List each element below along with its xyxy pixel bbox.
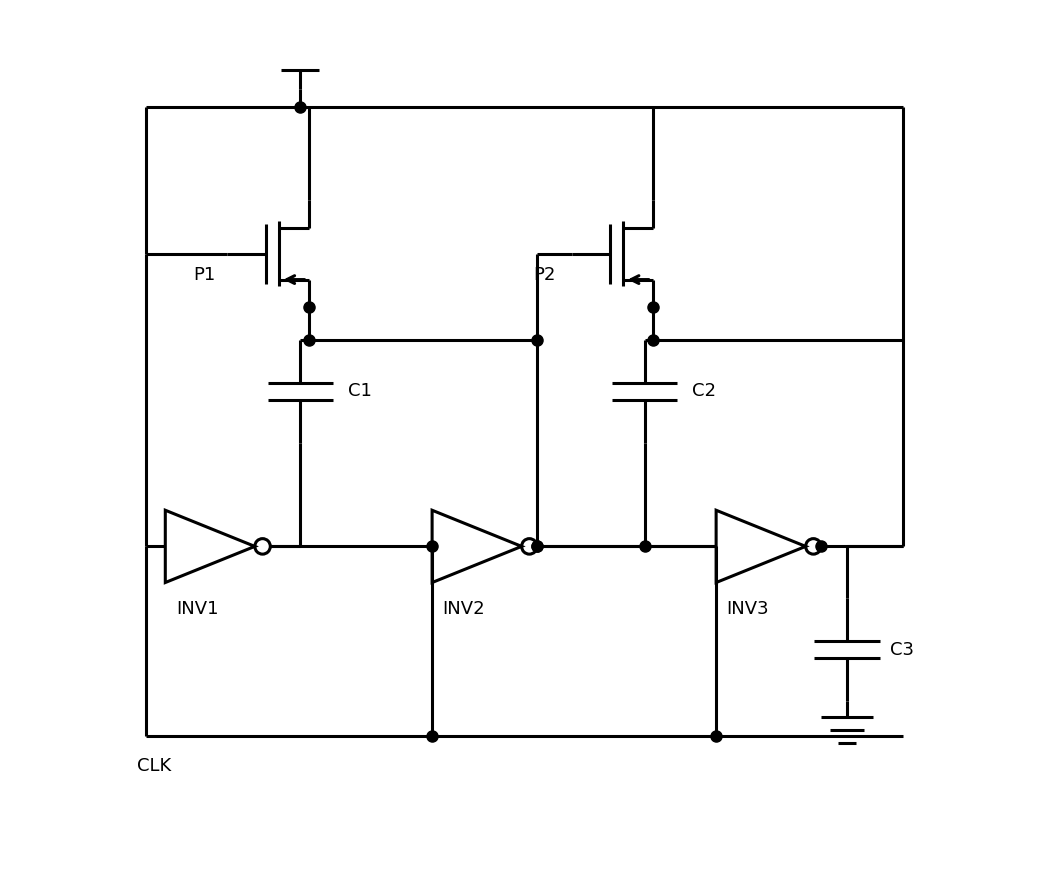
- Text: C2: C2: [692, 382, 716, 401]
- Text: INV2: INV2: [443, 600, 485, 618]
- Text: P1: P1: [192, 266, 215, 284]
- Text: P2: P2: [533, 266, 555, 284]
- Text: INV1: INV1: [175, 600, 219, 618]
- Text: C1: C1: [348, 382, 372, 401]
- Text: C3: C3: [890, 640, 914, 659]
- Text: INV3: INV3: [726, 600, 769, 618]
- Text: CLK: CLK: [137, 757, 171, 775]
